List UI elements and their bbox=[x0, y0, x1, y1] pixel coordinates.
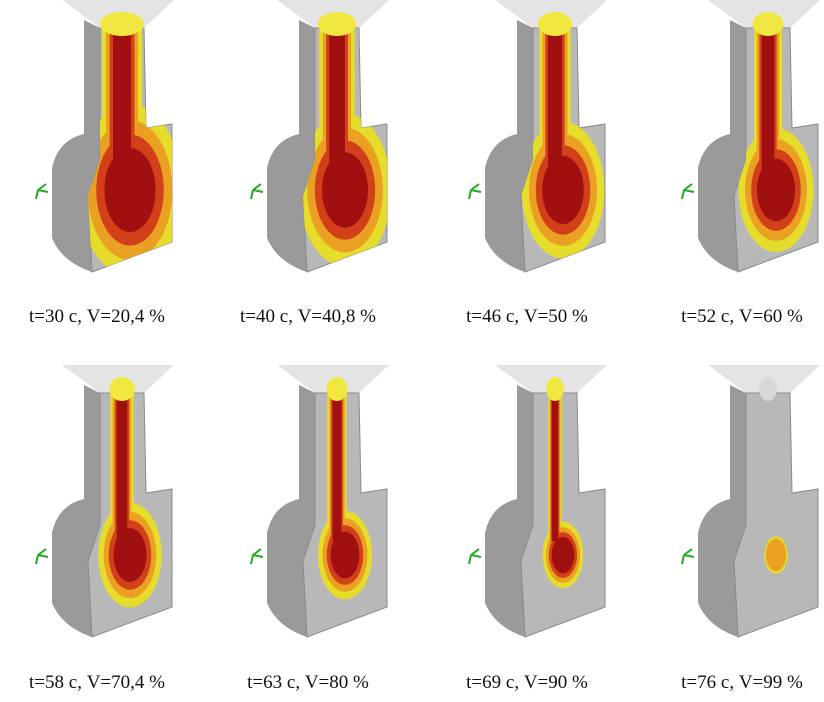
casting-image bbox=[469, 365, 607, 637]
liquid-zone bbox=[766, 539, 786, 571]
axes-icon bbox=[251, 184, 263, 199]
riser-top bbox=[109, 377, 135, 401]
caption: t=58 с, V=70,4 % bbox=[29, 672, 165, 693]
axes-icon bbox=[469, 549, 481, 564]
caption: t=52 с, V=60 % bbox=[681, 306, 803, 327]
caption: t=30 с, V=20,4 % bbox=[29, 306, 165, 327]
liquid-zone bbox=[113, 26, 131, 176]
axes-icon bbox=[682, 184, 694, 199]
liquid-zone bbox=[762, 26, 775, 176]
casting-image bbox=[469, 0, 607, 272]
riser-top bbox=[759, 377, 777, 401]
riser-top bbox=[100, 12, 144, 36]
caption: t=40 с, V=40,8 % bbox=[240, 306, 376, 327]
caption: t=63 с, V=80 % bbox=[247, 672, 369, 693]
casting-image bbox=[251, 365, 389, 637]
riser-top bbox=[546, 377, 564, 401]
casting-image bbox=[682, 365, 820, 637]
liquid-zone bbox=[552, 391, 558, 541]
liquid-zone bbox=[329, 26, 345, 176]
casting-face bbox=[521, 393, 605, 637]
axes-icon bbox=[682, 549, 694, 564]
figure: t=30 с, V=20,4 % t=40 с, V=40,8 % t=46 с, … bbox=[0, 0, 824, 702]
riser-top bbox=[326, 377, 347, 401]
casting-image bbox=[682, 0, 820, 272]
caption: t=46 с, V=50 % bbox=[466, 306, 588, 327]
axes-icon bbox=[36, 184, 48, 199]
liquid-zone bbox=[552, 537, 575, 573]
liquid-zone bbox=[333, 391, 342, 541]
axes-icon bbox=[469, 184, 481, 199]
casting-image bbox=[251, 0, 391, 272]
casting-image bbox=[36, 365, 174, 637]
liquid-region bbox=[764, 536, 787, 574]
axes-icon bbox=[36, 549, 48, 564]
riser-top bbox=[318, 12, 357, 36]
liquid-zone bbox=[548, 26, 562, 176]
riser-top bbox=[753, 12, 784, 36]
liquid-zone bbox=[117, 391, 127, 541]
axes-icon bbox=[251, 549, 263, 564]
caption: t=69 с, V=90 % bbox=[466, 672, 588, 693]
riser-top bbox=[538, 12, 572, 36]
casting-face bbox=[734, 393, 818, 637]
liquid-zone bbox=[322, 152, 368, 227]
casting-image bbox=[36, 0, 182, 276]
caption: t=76 с, V=99 % bbox=[681, 672, 803, 693]
